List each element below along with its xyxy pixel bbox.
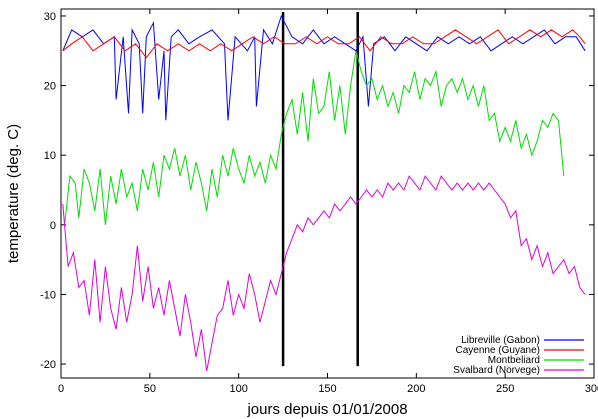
y-tick-label: 30 <box>44 11 56 23</box>
y-tick-label: -10 <box>40 289 56 301</box>
x-tick-label: 0 <box>58 383 64 395</box>
x-tick-label: 200 <box>407 383 425 395</box>
y-tick-label: -20 <box>40 359 56 371</box>
series-lines <box>62 14 586 372</box>
vertical-markers <box>281 11 359 367</box>
legend: Libreville (Gabon)Cayenne (Guyane)Montbe… <box>453 335 584 376</box>
plot-frame <box>60 8 595 379</box>
x-axis-title: jours depuis 01/01/2008 <box>246 401 407 418</box>
legend-label: Montbeliard <box>488 355 540 366</box>
y-tick-label: 10 <box>44 150 56 162</box>
y-tick-label: 0 <box>50 220 56 232</box>
axis-ticks: 0 50 100 150 200 250 300 -20 -10 0 10 20 30 <box>40 9 598 395</box>
series-line-svalbard-norvege <box>62 175 586 372</box>
series-line-montbeliard <box>64 50 565 225</box>
series-line-cayenne-guyane <box>62 29 586 59</box>
y-tick-label: 20 <box>44 81 56 93</box>
legend-label: Libreville (Gabon) <box>461 335 540 346</box>
x-tick-label: 100 <box>229 383 247 395</box>
legend-label: Cayenne (Guyane) <box>456 345 541 356</box>
x-tick-label: 150 <box>318 383 336 395</box>
x-tick-label: 50 <box>144 383 156 395</box>
legend-label: Svalbard (Norvege) <box>453 365 540 376</box>
y-axis-title: temperature (deg. C) <box>5 124 22 263</box>
x-tick-label: 250 <box>496 383 514 395</box>
x-tick-label: 300 <box>585 383 598 395</box>
series-line-libreville-gabon <box>62 14 586 121</box>
